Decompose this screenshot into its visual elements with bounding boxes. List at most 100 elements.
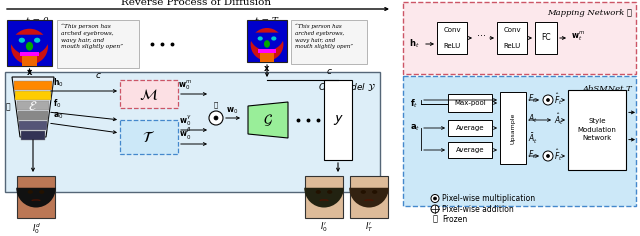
- Bar: [18, 111, 48, 120]
- Bar: [497, 22, 527, 54]
- Text: $\mathbf{w}_0^\gamma$: $\mathbf{w}_0^\gamma$: [179, 113, 191, 128]
- Bar: [19, 121, 47, 130]
- Text: $c$: $c$: [95, 71, 101, 80]
- Bar: [7, 20, 52, 66]
- Bar: [305, 176, 343, 218]
- Text: FC: FC: [541, 34, 551, 42]
- Bar: [568, 90, 626, 170]
- Wedge shape: [9, 35, 50, 55]
- Bar: [260, 52, 274, 62]
- Text: $\mathbf{w}_0$: $\mathbf{w}_0$: [226, 105, 238, 116]
- Circle shape: [547, 98, 550, 101]
- Text: “This person has
arched eyebrows,
wavy hair, and
mouth slightly open”: “This person has arched eyebrows, wavy h…: [61, 24, 123, 49]
- Text: 🔒: 🔒: [214, 101, 218, 108]
- Text: 🔒: 🔒: [433, 215, 438, 223]
- Ellipse shape: [34, 38, 40, 43]
- Wedge shape: [16, 188, 56, 207]
- Text: $\mathbf{a}_t$: $\mathbf{a}_t$: [410, 123, 420, 133]
- Ellipse shape: [361, 190, 366, 194]
- Text: $\mathbf{x}$: $\mathbf{x}$: [26, 68, 33, 77]
- Text: $F_t$: $F_t$: [528, 93, 537, 105]
- Text: $I_T'$: $I_T'$: [365, 221, 373, 235]
- Wedge shape: [349, 188, 388, 207]
- Bar: [22, 55, 37, 66]
- Text: $\mathit{Our\ Model\ \mathcal{Y}}$: $\mathit{Our\ Model\ \mathcal{Y}}$: [318, 81, 376, 93]
- Ellipse shape: [353, 181, 385, 215]
- Bar: [120, 120, 178, 154]
- Text: AbSMNet Τ: AbSMNet Τ: [582, 85, 632, 93]
- Text: $\mathbf{w}_0^m$: $\mathbf{w}_0^m$: [178, 79, 192, 92]
- Bar: [247, 20, 287, 62]
- Text: Pixel-wise addition: Pixel-wise addition: [442, 205, 514, 214]
- Ellipse shape: [20, 181, 52, 215]
- Text: $\mathbf{w}_0^\beta$: $\mathbf{w}_0^\beta$: [179, 126, 191, 142]
- Ellipse shape: [26, 42, 33, 51]
- Text: $\bar{A}_t$: $\bar{A}_t$: [528, 132, 538, 146]
- Ellipse shape: [264, 40, 270, 48]
- Text: t = 0: t = 0: [26, 17, 48, 26]
- Text: $\mathbf{f}_0$: $\mathbf{f}_0$: [53, 97, 61, 110]
- Polygon shape: [12, 77, 54, 137]
- Bar: [448, 94, 492, 112]
- Ellipse shape: [327, 190, 332, 194]
- Bar: [15, 91, 51, 100]
- Text: 🔒: 🔒: [5, 102, 10, 111]
- Text: $\mathcal{y}$: $\mathcal{y}$: [333, 113, 344, 127]
- Bar: [448, 142, 492, 158]
- Text: $\mathcal{G}$: $\mathcal{G}$: [263, 112, 273, 128]
- Text: Average: Average: [456, 125, 484, 131]
- Bar: [258, 49, 276, 53]
- Text: $\hat{F}_t$: $\hat{F}_t$: [554, 147, 563, 163]
- Bar: [291, 20, 367, 64]
- Polygon shape: [248, 102, 288, 138]
- Bar: [535, 22, 557, 54]
- Text: $\mathbf{a}_0$: $\mathbf{a}_0$: [53, 110, 63, 121]
- Text: $\mathcal{T}$: $\mathcal{T}$: [143, 130, 156, 144]
- Text: ReLU: ReLU: [444, 43, 461, 49]
- Wedge shape: [249, 33, 285, 51]
- Bar: [350, 176, 388, 218]
- Ellipse shape: [251, 28, 284, 61]
- Text: $\mathbf{h}_0$: $\mathbf{h}_0$: [53, 76, 63, 89]
- Ellipse shape: [257, 36, 263, 41]
- Text: ReLU: ReLU: [504, 43, 520, 49]
- Bar: [403, 76, 636, 206]
- Bar: [5, 72, 380, 192]
- Bar: [14, 81, 52, 90]
- Text: $A_t$: $A_t$: [528, 113, 538, 125]
- Text: Conv: Conv: [503, 27, 521, 33]
- Text: $I_0'$: $I_0'$: [320, 221, 328, 235]
- Text: “This person has
arched eyebrows,
wavy hair, and
mouth slightly open”: “This person has arched eyebrows, wavy h…: [295, 24, 353, 49]
- Text: $c$: $c$: [326, 67, 332, 76]
- Ellipse shape: [271, 36, 276, 41]
- Text: $F_t$: $F_t$: [528, 149, 537, 161]
- Text: $I_0^d$: $I_0^d$: [31, 221, 40, 236]
- Text: t = T: t = T: [255, 17, 277, 26]
- Circle shape: [543, 95, 553, 105]
- Bar: [500, 92, 526, 164]
- Text: Pixel-wise multiplication: Pixel-wise multiplication: [442, 194, 535, 203]
- Text: Mapping Network ℳ: Mapping Network ℳ: [547, 9, 632, 17]
- Bar: [120, 80, 178, 108]
- Text: $\mathbf{h}_t$: $\mathbf{h}_t$: [409, 38, 420, 50]
- Bar: [403, 2, 636, 74]
- Bar: [448, 120, 492, 136]
- Text: $\mathbf{f}_t$: $\mathbf{f}_t$: [410, 98, 418, 110]
- Ellipse shape: [11, 29, 48, 65]
- Circle shape: [209, 111, 223, 125]
- Ellipse shape: [308, 181, 340, 215]
- Ellipse shape: [316, 190, 321, 194]
- Text: Max-pool: Max-pool: [454, 100, 486, 106]
- Bar: [57, 20, 139, 68]
- Text: $\hat{A}_t$: $\hat{A}_t$: [554, 111, 564, 127]
- Bar: [20, 52, 40, 56]
- Circle shape: [547, 155, 550, 157]
- Text: $\mathcal{E}$: $\mathcal{E}$: [28, 101, 38, 114]
- Text: ···: ···: [477, 31, 486, 41]
- Text: Average: Average: [456, 147, 484, 153]
- Circle shape: [214, 116, 218, 120]
- Circle shape: [543, 151, 553, 161]
- Text: Upsample: Upsample: [511, 112, 515, 144]
- Text: $\mathbf{x}$: $\mathbf{x}$: [263, 64, 271, 73]
- Text: Frozen: Frozen: [442, 215, 467, 223]
